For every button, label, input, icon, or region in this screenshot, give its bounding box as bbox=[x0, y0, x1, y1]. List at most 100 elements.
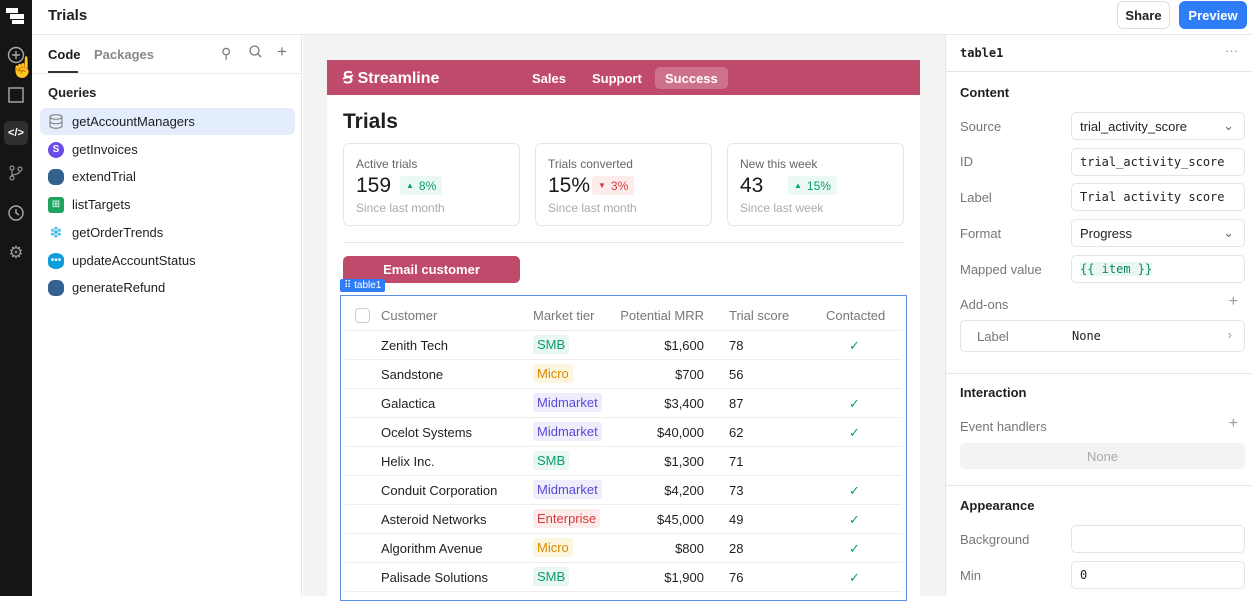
query-item[interactable]: ❄ getOrderTrends bbox=[40, 219, 295, 246]
query-item[interactable]: ⊞ listTargets bbox=[40, 191, 295, 218]
sheets-icon: ⊞ bbox=[48, 196, 64, 213]
app-title: Trials bbox=[48, 7, 88, 24]
col-market-tier[interactable]: Market tier bbox=[533, 308, 595, 323]
query-item[interactable]: extendTrial bbox=[40, 163, 295, 190]
tab-code[interactable]: Code bbox=[48, 47, 81, 62]
query-name: listTargets bbox=[72, 197, 131, 212]
select-all-checkbox[interactable] bbox=[355, 308, 370, 323]
postgres-icon bbox=[48, 168, 64, 185]
select-tool-icon[interactable] bbox=[4, 83, 28, 107]
stat-label: New this week bbox=[740, 157, 818, 171]
addons-label: Add-ons bbox=[960, 297, 1009, 312]
table-row[interactable]: Palisade Solutions SMB $1,900 76 ✓ bbox=[345, 563, 902, 592]
min-label: Min bbox=[960, 568, 981, 583]
table-row[interactable]: Asteroid Networks Enterprise $45,000 49 … bbox=[345, 505, 902, 534]
customer-cell: Asteroid Networks bbox=[381, 512, 487, 527]
nav-support[interactable]: Support bbox=[592, 70, 642, 86]
event-handlers-empty: None bbox=[960, 443, 1245, 469]
table-row[interactable]: Ocelot Systems Midmarket $40,000 62 ✓ bbox=[345, 418, 902, 447]
col-contacted[interactable]: Contacted bbox=[826, 308, 886, 323]
arrow-up-icon: ▲ bbox=[406, 181, 414, 190]
divider bbox=[32, 73, 301, 74]
chevron-right-icon: › bbox=[1227, 327, 1232, 342]
trial-score-cell: 78 bbox=[729, 338, 744, 353]
col-potential-mrr[interactable]: Potential MRR bbox=[620, 308, 704, 323]
add-event-handler-icon[interactable]: + bbox=[1228, 415, 1238, 432]
arrow-up-icon: ▲ bbox=[794, 181, 802, 190]
table-row[interactable]: Sandstone Micro $700 56 bbox=[345, 360, 902, 389]
active-tab-indicator bbox=[48, 71, 78, 73]
label-input[interactable]: Trial activity score bbox=[1071, 183, 1245, 211]
col-trial-score[interactable]: Trial score bbox=[729, 308, 790, 323]
check-icon: ✓ bbox=[849, 512, 860, 527]
stat-subtitle: Since last month bbox=[356, 201, 445, 215]
table-row[interactable]: Algorithm Avenue Micro $800 28 ✓ bbox=[345, 534, 902, 563]
market-tier-tag: SMB bbox=[533, 451, 570, 470]
canvas: Ꞩ Streamline Sales Support Success Trial… bbox=[303, 35, 945, 601]
pin-icon[interactable]: ⚲ bbox=[221, 45, 232, 61]
source-value: trial_activity_score bbox=[1080, 118, 1187, 134]
query-item[interactable]: ••• updateAccountStatus bbox=[40, 247, 295, 274]
background-input[interactable] bbox=[1071, 525, 1245, 553]
customer-cell: Helix Inc. bbox=[381, 454, 435, 469]
more-icon[interactable]: ··· bbox=[1225, 43, 1238, 58]
appearance-heading: Appearance bbox=[960, 498, 1035, 513]
nav-sales[interactable]: Sales bbox=[532, 70, 566, 86]
query-item[interactable]: getAccountManagers bbox=[40, 108, 295, 135]
mrr-cell: $1,900 bbox=[664, 570, 704, 585]
nav-success[interactable]: Success bbox=[655, 67, 728, 89]
source-select[interactable]: trial_activity_score ⌄ bbox=[1071, 112, 1245, 140]
format-select[interactable]: Progress ⌄ bbox=[1071, 219, 1245, 247]
market-tier-tag: Micro bbox=[533, 538, 573, 557]
background-label: Background bbox=[960, 532, 1030, 547]
stat-subtitle: Since last month bbox=[548, 201, 637, 215]
add-component-icon[interactable] bbox=[4, 43, 28, 67]
query-item[interactable]: generateRefund bbox=[40, 274, 295, 301]
mapped-value: {{ item }} bbox=[1080, 262, 1153, 276]
email-customer-button[interactable]: Email customer bbox=[343, 256, 520, 283]
chevron-down-icon: ⌄ bbox=[1223, 118, 1234, 133]
mapped-value-label: Mapped value bbox=[960, 262, 1042, 277]
id-input[interactable]: trial_activity_score bbox=[1071, 148, 1245, 176]
add-query-icon[interactable]: + bbox=[277, 42, 287, 61]
interaction-heading: Interaction bbox=[960, 385, 1027, 400]
divider bbox=[946, 71, 1252, 72]
mrr-cell: $1,300 bbox=[664, 454, 704, 469]
query-name: getAccountManagers bbox=[72, 114, 195, 129]
tab-packages[interactable]: Packages bbox=[94, 47, 154, 62]
preview-button[interactable]: Preview bbox=[1179, 1, 1247, 29]
queries-heading: Queries bbox=[48, 85, 97, 100]
history-icon[interactable] bbox=[4, 201, 28, 225]
top-bar: Trials Share Preview bbox=[32, 0, 1252, 35]
settings-icon[interactable]: ⚙ bbox=[8, 243, 24, 262]
label-label: Label bbox=[960, 190, 992, 205]
customers-table: Customer Market tier Potential MRR Trial… bbox=[340, 295, 907, 601]
share-button[interactable]: Share bbox=[1117, 1, 1170, 29]
mapped-value-input[interactable]: {{ item }} bbox=[1071, 255, 1245, 283]
code-icon[interactable]: </> bbox=[4, 121, 28, 145]
col-customer[interactable]: Customer bbox=[381, 308, 438, 323]
divider bbox=[946, 373, 1252, 374]
market-tier-tag: Enterprise bbox=[533, 509, 601, 528]
table-row[interactable]: Galactica Midmarket $3,400 87 ✓ bbox=[345, 389, 902, 418]
min-input[interactable]: 0 bbox=[1071, 561, 1245, 589]
branch-icon[interactable] bbox=[4, 161, 28, 185]
component-name: table1 bbox=[960, 46, 1004, 60]
app-preview: Ꞩ Streamline Sales Support Success Trial… bbox=[327, 60, 920, 601]
query-name: extendTrial bbox=[72, 169, 136, 184]
table-row[interactable]: Helix Inc. SMB $1,300 71 bbox=[345, 447, 902, 476]
addon-label-row[interactable]: Label None › bbox=[960, 320, 1245, 352]
database-icon bbox=[48, 114, 64, 130]
table-row[interactable]: Zenith Tech SMB $1,600 78 ✓ bbox=[345, 331, 902, 360]
stat-card: Active trials 159 ▲ 8% Since last month bbox=[343, 143, 520, 226]
table-selection-tag[interactable]: ⠿ table1 bbox=[340, 279, 386, 292]
table-row[interactable]: Conduit Corporation Midmarket $4,200 73 … bbox=[345, 476, 902, 505]
stat-delta-badge: ▼ 3% bbox=[592, 176, 635, 195]
page-title: Trials bbox=[343, 110, 398, 133]
check-icon: ✓ bbox=[849, 425, 860, 440]
search-icon[interactable] bbox=[249, 45, 262, 61]
chevron-down-icon: ⌄ bbox=[1223, 225, 1234, 240]
add-addon-icon[interactable]: + bbox=[1228, 293, 1238, 310]
trial-score-cell: 56 bbox=[729, 367, 744, 382]
